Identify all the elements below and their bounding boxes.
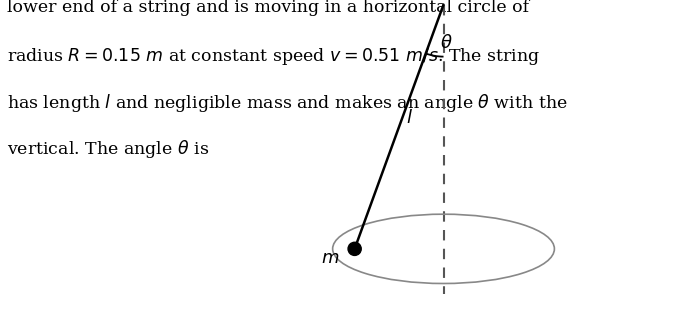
Text: $\theta$: $\theta$ <box>440 34 453 52</box>
Text: vertical. The angle $\theta$ is: vertical. The angle $\theta$ is <box>7 138 209 160</box>
Text: $l$: $l$ <box>406 109 413 127</box>
Text: $m$: $m$ <box>322 249 340 267</box>
Text: lower end of a string and is moving in a horizontal circle of: lower end of a string and is moving in a… <box>7 0 529 16</box>
Text: radius $R = 0.15$ $m$ at constant speed $v = 0.51$ $m/s$. The string: radius $R = 0.15$ $m$ at constant speed … <box>7 46 541 67</box>
Circle shape <box>348 242 361 255</box>
Text: has length $l$ and negligible mass and makes an angle $\theta$ with the: has length $l$ and negligible mass and m… <box>7 92 568 114</box>
